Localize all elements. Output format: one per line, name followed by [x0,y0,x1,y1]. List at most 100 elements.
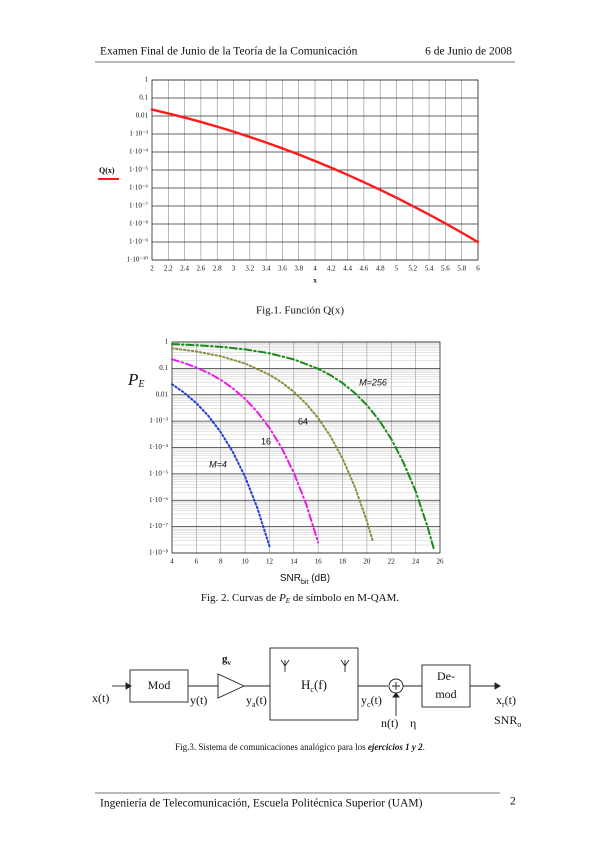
x-tick-label: 24 [412,558,420,566]
arrowhead [494,682,501,690]
x-tick-label: 4.2 [327,265,336,273]
signal-label-sub: r [502,700,505,709]
x-tick-label: 5.8 [457,265,466,273]
y-tick-label: 1·10⁻⁸ [149,549,169,557]
x-tick-label: 6 [195,558,199,566]
x-axis-label: x [313,277,317,285]
arrowhead [125,682,132,690]
x-tick-label: 4.8 [376,265,385,273]
plot-frame [151,79,479,261]
x-axis-label: SNRbit (dB) [280,573,330,586]
signal-label: yc(t) [361,693,382,709]
y-axis-label-base: P [127,370,138,389]
signal-label-tail: (t) [371,693,382,707]
signal-label: n(t) [381,716,398,730]
antenna [280,659,290,672]
y-tick-label: 1 [165,338,169,346]
signal-label-base: x [496,693,502,707]
x-tick-label: 2 [150,265,154,273]
caption-symbol-sub: E [285,597,291,605]
channel-label: Hc(f) [301,677,327,694]
caption-symbol: P [278,592,286,604]
y-tick-label: 1·10⁻¹⁰ [127,256,149,264]
signal-label-base: x [92,691,98,705]
gain-label-base: g [222,653,228,665]
signal-label: y(t) [190,693,207,707]
series-line [150,108,480,244]
series-line [171,358,320,544]
y-tick-label: 1·10⁻⁶ [149,496,169,504]
y-tick-label: 0.01 [156,390,169,398]
signal-label: η [410,716,416,730]
x-tick-label: 3.8 [294,265,303,273]
plot-frame [171,341,441,554]
y-tick-label: 1·10⁻⁴ [129,148,149,156]
signal-label: xr(t) [496,693,516,709]
x-tick-label: 4 [313,265,317,273]
x-tick-label: 4 [170,558,174,566]
demod-label: mod [435,687,456,701]
antenna [340,659,350,672]
y-tick-label: 1·10⁻⁴ [149,443,169,451]
y-tick-label: 0.1 [159,364,168,372]
x-tick-label: 18 [339,558,347,566]
y-tick-label: 1·10⁻⁶ [129,184,149,192]
x-tick-label: 6 [476,265,480,273]
header-right: 6 de Junio de 2008 [425,46,512,58]
y-axis-label: PE [127,370,145,390]
y-tick-label: 0.1 [139,94,148,102]
arrowhead [392,692,400,698]
curve-label: M=4 [209,459,227,469]
x-axis-label-sub: bit [301,579,308,586]
y-tick-label: 1·10⁻⁵ [129,166,149,174]
x-tick-label: 26 [437,558,445,566]
x-tick-label: 5 [395,265,399,273]
header-left: Examen Final de Junio de la Teoría de la… [100,46,358,58]
channel-label-sub: c [310,685,314,694]
x-axis-label-base: SNR [280,573,301,584]
signal-label-tail: (t) [196,693,207,707]
gain-label-sub: v [228,659,232,667]
channel-label-base: H [301,677,310,692]
caption: Fig.1. Función Q(x) [256,305,344,317]
signal-label: ya(t) [246,693,267,709]
y-tick-label: 1·10⁻⁵ [149,469,169,477]
adder-sign [392,682,400,690]
signal-label-sub: o [517,720,521,729]
x-tick-label: 12 [266,558,274,566]
signal-label-sub: a [252,700,256,709]
y-axis-label: Q(x) [99,166,115,175]
y-tick-label: 1·10⁻⁷ [129,202,149,210]
y-tick-label: 1 [145,76,149,84]
signal-label: SNRo [494,713,521,729]
x-tick-label: 5.6 [441,265,450,273]
x-tick-label: 5.4 [425,265,434,273]
y-axis-label-sub: E [137,379,144,390]
caption: Fig.3. Sistema de comunicaciones analógi… [175,742,425,752]
signal-label-tail: (t) [505,693,516,707]
signal-label-tail: (t) [387,716,398,730]
series-line [171,343,435,551]
x-tick-label: 2.8 [213,265,222,273]
footer-left: Ingeniería de Telecomunicación, Escuela … [100,798,423,810]
signal-label-tail: (t) [98,691,109,705]
gain-label: gv [222,653,232,667]
channel-block [269,647,359,721]
x-tick-label: 5.2 [408,265,417,273]
demod-label: De- [437,669,455,683]
mod-label: Mod [148,678,171,692]
signal-label: x(t) [92,691,109,705]
signal-label-base: y [246,693,252,707]
signal-label-base: y [361,693,367,707]
x-tick-label: 4.6 [360,265,369,273]
caption-text: Fig. 2. Curvas de [201,592,279,604]
x-tick-label: 8 [219,558,223,566]
caption-text: de símbolo en M-QAM. [290,592,399,604]
curve-label: M=256 [359,377,387,387]
x-tick-label: 2.4 [180,265,189,273]
x-tick-label: 20 [363,558,371,566]
x-tick-label: 3.4 [262,265,271,273]
signal-label-base: n [381,716,387,730]
caption-text: Fig.3. Sistema de comunicaciones analógi… [175,742,368,752]
